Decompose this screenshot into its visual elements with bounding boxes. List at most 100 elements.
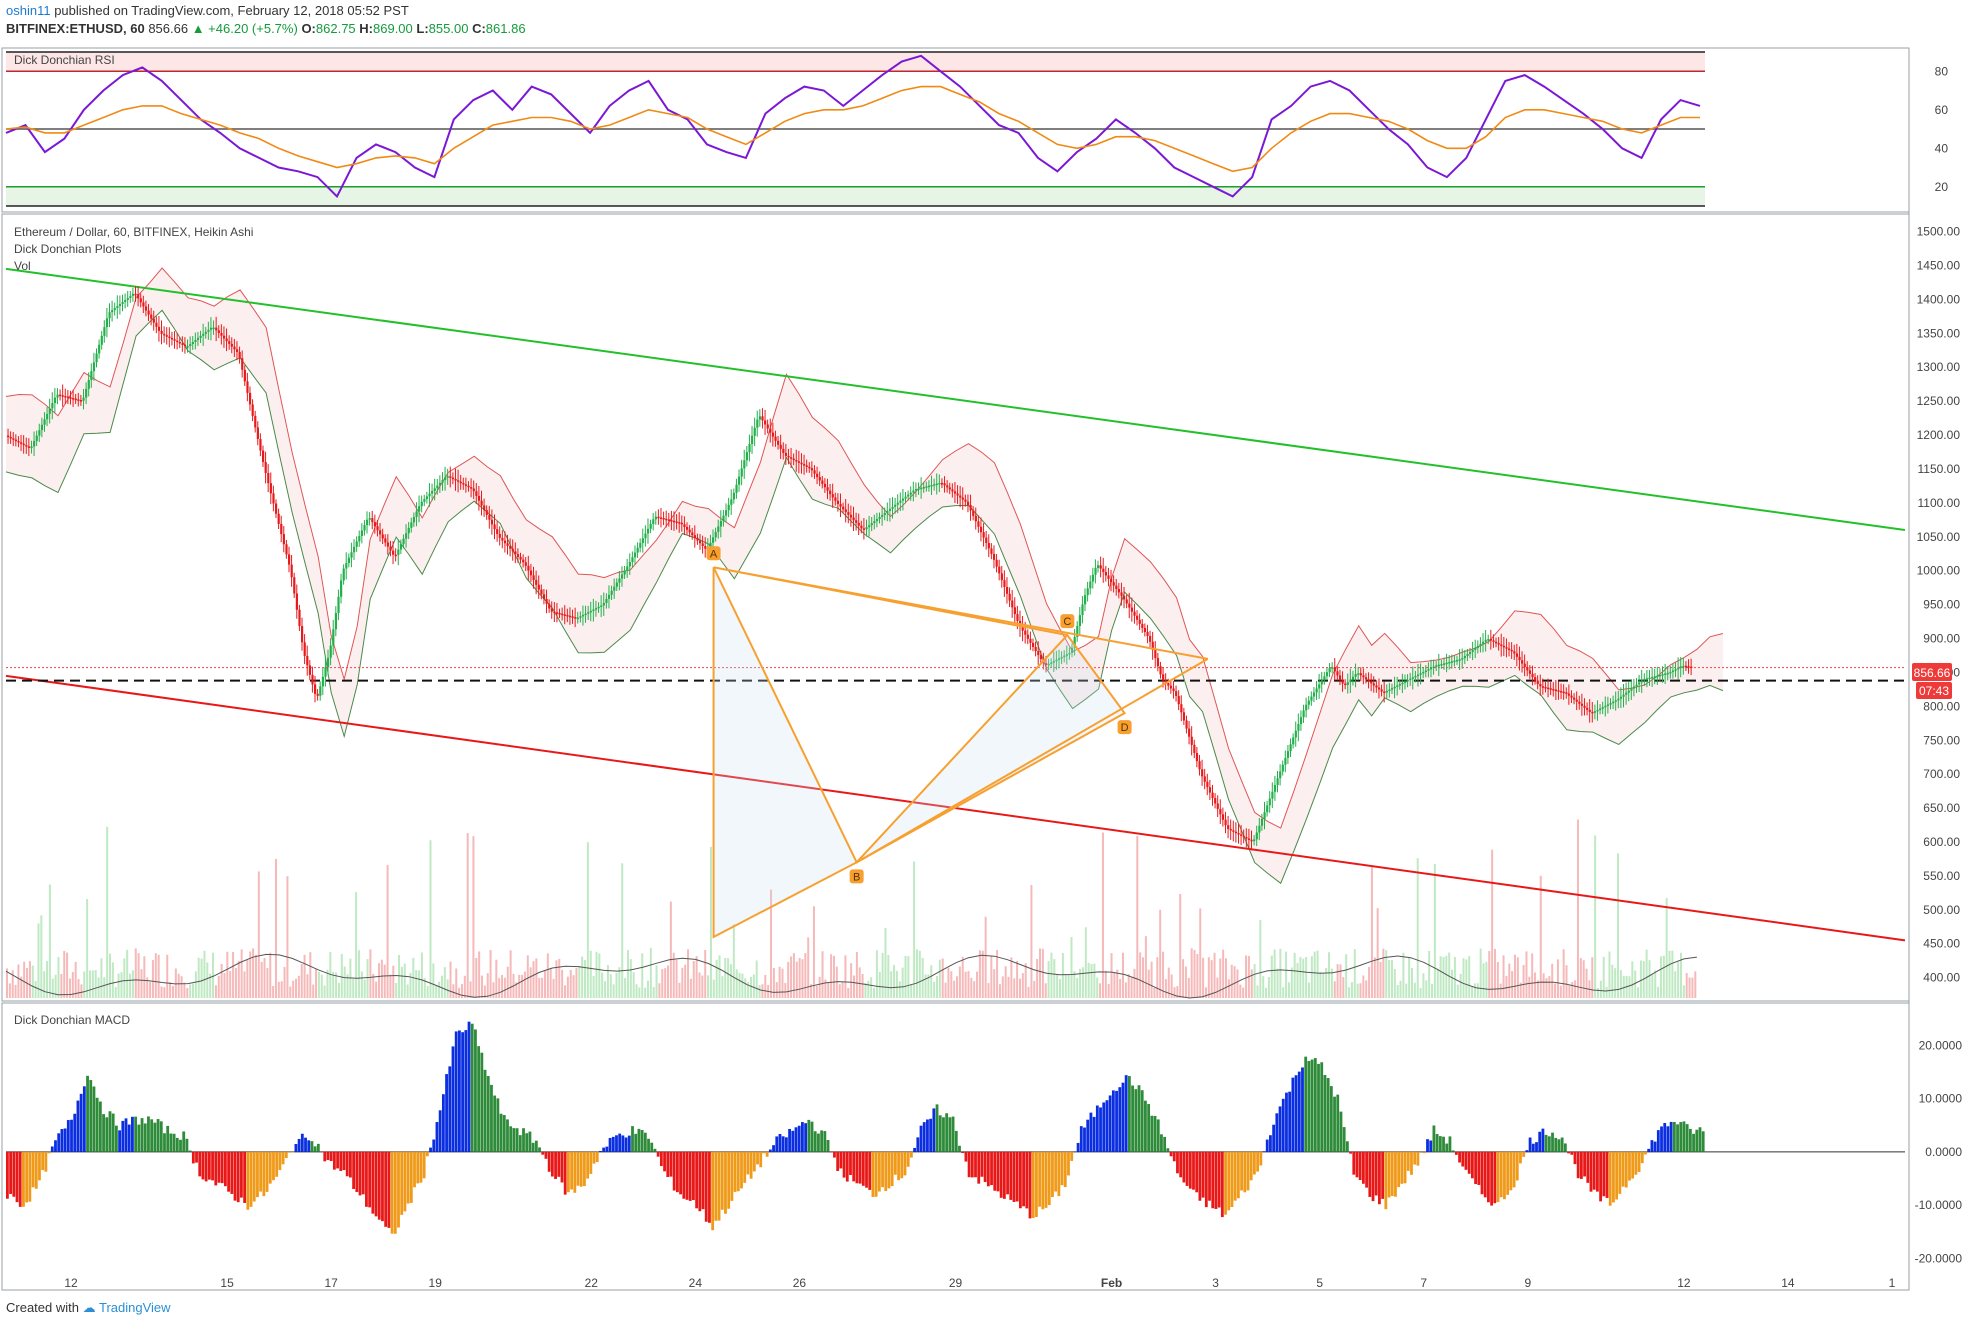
macd-bar bbox=[198, 1151, 202, 1177]
candle-body bbox=[399, 544, 403, 550]
volume-bar bbox=[915, 949, 918, 998]
macd-bar bbox=[746, 1151, 750, 1175]
tradingview-link[interactable]: TradingView bbox=[99, 1300, 171, 1315]
volume-bar bbox=[1433, 863, 1436, 998]
candle-body bbox=[933, 484, 936, 486]
volume-bar bbox=[335, 972, 338, 998]
volume-bar bbox=[792, 953, 795, 998]
candle-body bbox=[1318, 684, 1321, 689]
candle-body bbox=[306, 655, 309, 666]
candle-body bbox=[124, 299, 127, 302]
macd-bar bbox=[92, 1086, 96, 1152]
volume-bar bbox=[1156, 957, 1159, 998]
volume-bar bbox=[1405, 983, 1408, 998]
volume-bar bbox=[947, 967, 950, 998]
macd-bar bbox=[490, 1084, 493, 1152]
volume-bar bbox=[14, 984, 17, 998]
candle-body bbox=[472, 488, 475, 492]
volume-bar bbox=[149, 981, 152, 998]
candle-body bbox=[561, 613, 564, 616]
volume-bar bbox=[1236, 969, 1239, 998]
macd-bar bbox=[114, 1125, 118, 1152]
candle-body bbox=[907, 494, 910, 497]
macd-bar bbox=[223, 1151, 227, 1187]
macd-bar bbox=[355, 1151, 359, 1192]
macd-bar bbox=[1403, 1151, 1407, 1184]
candle-body bbox=[1315, 688, 1318, 693]
macd-bar bbox=[1374, 1151, 1378, 1196]
volume-bar bbox=[1084, 927, 1087, 998]
candle-body bbox=[888, 508, 892, 511]
candle-body bbox=[896, 502, 899, 505]
volume-bar bbox=[927, 974, 930, 998]
volume-bar bbox=[460, 984, 463, 998]
x-tick-label: 12 bbox=[64, 1276, 78, 1290]
macd-bar bbox=[1583, 1151, 1586, 1177]
volume-bar bbox=[1465, 959, 1468, 998]
macd-bar bbox=[1387, 1151, 1391, 1198]
volume-bar bbox=[815, 985, 818, 998]
author-link[interactable]: oshin11 bbox=[6, 3, 51, 18]
volume-bar bbox=[1310, 956, 1313, 998]
volume-bar bbox=[186, 987, 189, 998]
macd-bar bbox=[541, 1151, 545, 1155]
candle-body bbox=[940, 482, 944, 485]
macd-bar bbox=[105, 1117, 109, 1152]
macd-bar bbox=[368, 1151, 372, 1208]
candle-body bbox=[548, 603, 551, 609]
candle-body bbox=[1276, 778, 1279, 786]
candle-body bbox=[808, 466, 811, 469]
plots-title: Dick Donchian Plots bbox=[14, 242, 121, 256]
volume-bar bbox=[20, 976, 23, 998]
volume-bar bbox=[1279, 948, 1282, 998]
candle-body bbox=[842, 506, 845, 510]
macd-bar bbox=[44, 1151, 48, 1172]
candle-body bbox=[857, 522, 860, 526]
volume-bar bbox=[1379, 962, 1382, 998]
volume-bar bbox=[363, 979, 366, 998]
volume-bar bbox=[1525, 951, 1528, 998]
candle-body bbox=[712, 537, 715, 543]
macd-bar bbox=[1531, 1143, 1535, 1152]
close-label: C: bbox=[472, 21, 486, 36]
candle-body bbox=[943, 483, 946, 486]
volume-bar bbox=[1330, 968, 1333, 998]
volume-bar bbox=[189, 984, 192, 998]
candle-body bbox=[592, 609, 595, 611]
volume-bar bbox=[443, 967, 446, 998]
macd-bar bbox=[188, 1150, 192, 1152]
macd-bar bbox=[929, 1118, 933, 1152]
candle-body bbox=[782, 448, 785, 453]
macd-bar bbox=[890, 1151, 894, 1186]
macd-bar bbox=[1224, 1151, 1227, 1215]
candle-body bbox=[774, 436, 777, 441]
volume-bar bbox=[1614, 968, 1617, 998]
macd-bar bbox=[1294, 1075, 1298, 1152]
candle-body bbox=[1593, 711, 1597, 713]
macd-bar bbox=[708, 1151, 711, 1223]
candle-body bbox=[1198, 761, 1201, 770]
candle-body bbox=[181, 343, 184, 345]
volume-bar bbox=[1319, 971, 1322, 998]
volume-bar bbox=[269, 952, 272, 998]
macd-bar bbox=[1320, 1062, 1324, 1152]
candle-body bbox=[1518, 656, 1521, 661]
volume-bar bbox=[63, 950, 66, 998]
volume-bar bbox=[1594, 835, 1597, 998]
candle-body bbox=[555, 612, 559, 614]
volume-bar bbox=[398, 954, 401, 998]
volume-bar bbox=[483, 985, 486, 998]
macd-bar bbox=[637, 1128, 641, 1152]
volume-bar bbox=[1396, 984, 1399, 998]
candle-body bbox=[615, 582, 618, 587]
volume-bar bbox=[741, 973, 744, 998]
macd-bar bbox=[801, 1122, 804, 1152]
volume-bar bbox=[263, 957, 266, 998]
candle-body bbox=[207, 329, 210, 332]
macd-bar bbox=[1249, 1151, 1253, 1181]
candle-body bbox=[371, 518, 374, 523]
macd-bar bbox=[1035, 1151, 1038, 1217]
macd-bar bbox=[1506, 1151, 1510, 1195]
